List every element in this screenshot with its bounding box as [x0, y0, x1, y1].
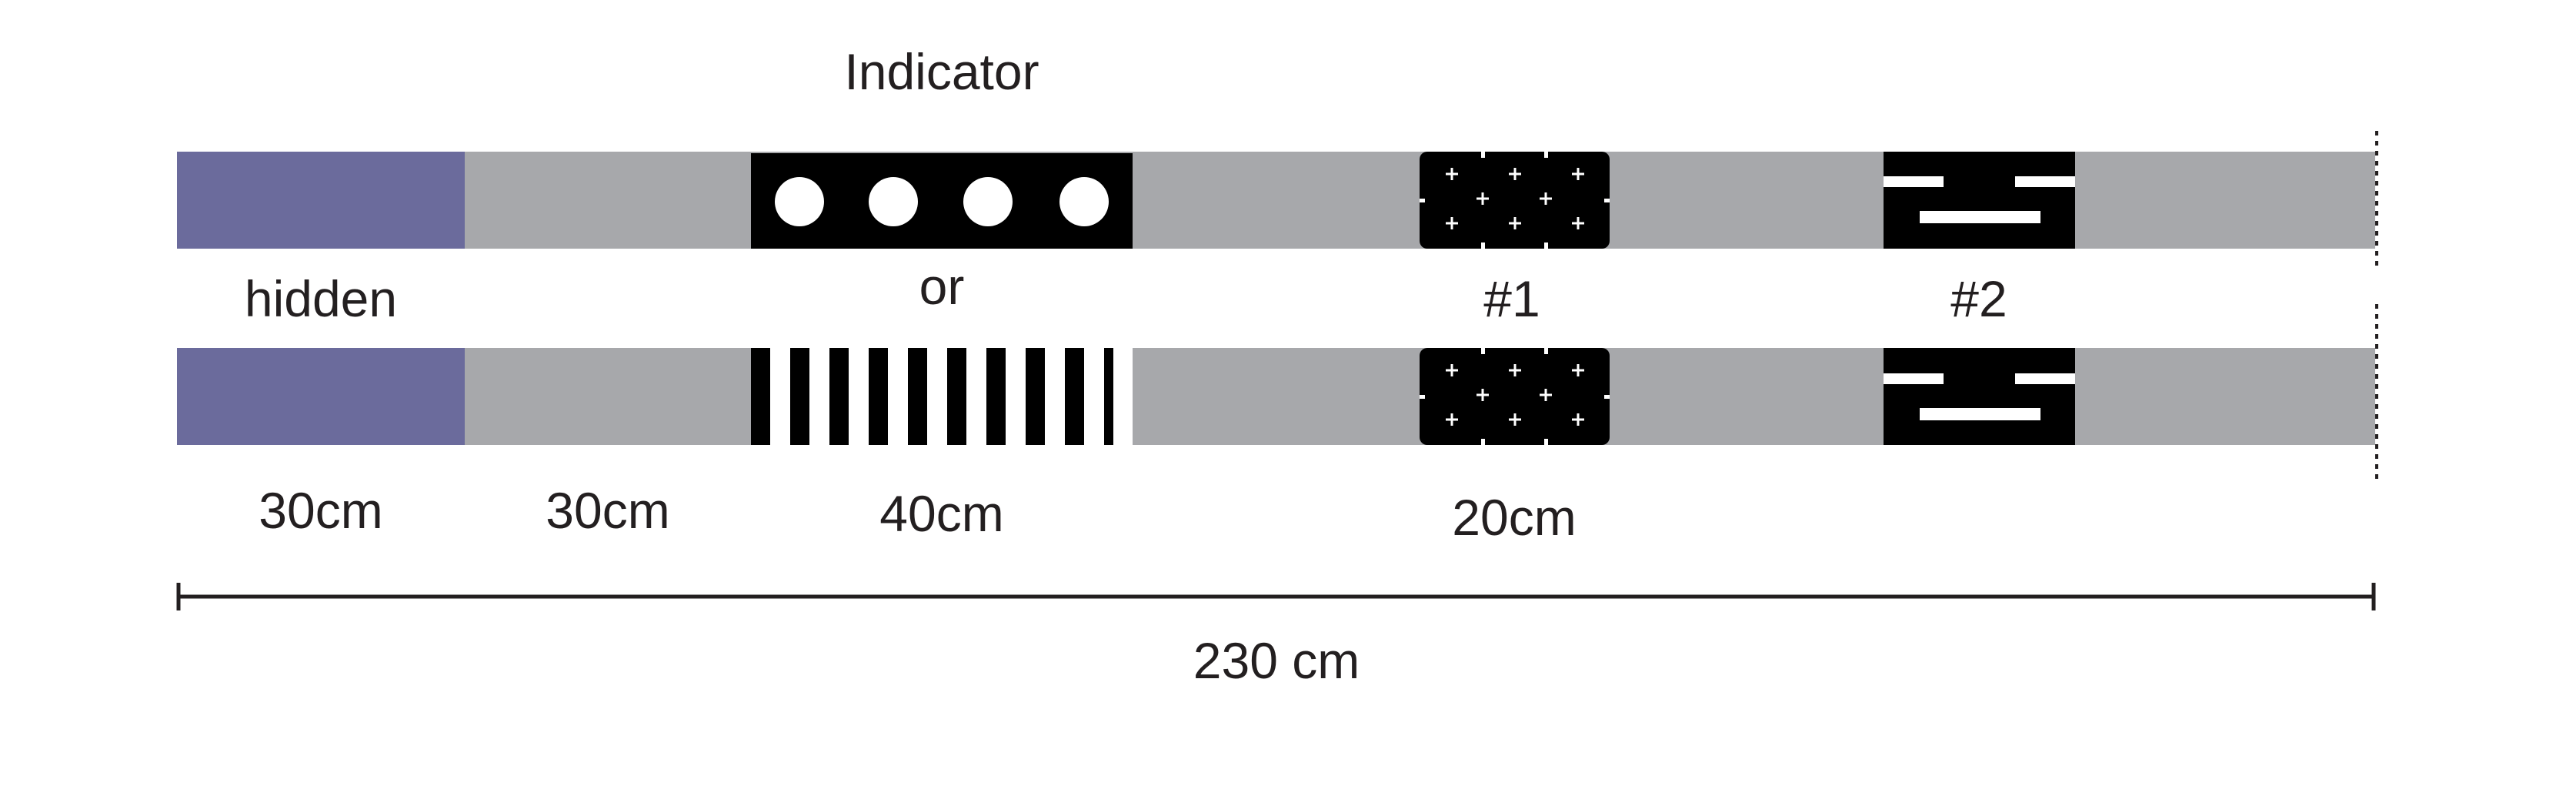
cross-icon — [1477, 389, 1489, 401]
stripe — [986, 348, 1006, 445]
stripe — [1104, 348, 1113, 445]
bar — [1920, 211, 2040, 223]
segment-length-landmark: 20cm — [1452, 489, 1576, 546]
landmark-2-pattern-bottom — [1884, 348, 2075, 445]
stripe — [947, 348, 966, 445]
stripe — [790, 348, 809, 445]
notch — [1544, 439, 1548, 445]
bar — [2015, 373, 2075, 384]
stripe — [829, 348, 849, 445]
hidden-zone-bottom — [177, 348, 465, 445]
track-top — [177, 152, 2375, 249]
segment-length-gray: 30cm — [546, 482, 669, 539]
cross-icon — [1572, 168, 1584, 180]
cross-icon — [1540, 389, 1552, 401]
notch — [1420, 395, 1425, 399]
grid-notches — [1420, 348, 1610, 445]
segment-length-hidden: 30cm — [259, 482, 382, 539]
hidden-zone-top — [177, 152, 465, 249]
landmark-1-box — [1420, 152, 1610, 249]
landmark-1-pattern-bottom — [1420, 348, 1610, 445]
notch — [1604, 199, 1610, 202]
landmark-1-box — [1420, 348, 1610, 445]
hidden-label: hidden — [245, 270, 397, 327]
bar — [2015, 176, 2075, 187]
landmark-1-label: #1 — [1483, 270, 1540, 327]
notch — [1481, 152, 1485, 158]
stripe — [751, 348, 770, 445]
cross-icon — [1572, 217, 1584, 229]
stripe — [1065, 348, 1084, 445]
indicator-stripes-pattern — [751, 348, 1133, 445]
grid-notches — [1420, 152, 1610, 249]
cross-icon-group — [1446, 364, 1584, 426]
cross-icon — [1446, 217, 1458, 229]
cross-icon — [1446, 364, 1458, 376]
notch — [1481, 242, 1485, 249]
notch — [1604, 395, 1610, 399]
stripe — [908, 348, 927, 445]
indicator-dots-pattern — [751, 153, 1133, 249]
total-length-label: 230 cm — [1193, 632, 1360, 689]
landmark-2-pattern-top — [1884, 152, 2075, 249]
landmark-2-box — [1884, 152, 2075, 249]
notch — [1544, 152, 1548, 158]
indicator-dot — [869, 177, 918, 226]
cross-icon — [1477, 192, 1489, 205]
cross-icon — [1446, 413, 1458, 426]
cross-icon — [1446, 168, 1458, 180]
indicator-title: Indicator — [844, 43, 1039, 100]
indicator-dot — [775, 177, 824, 226]
total-length-scale — [176, 583, 2376, 610]
stripe — [1026, 348, 1045, 445]
cross-icon — [1509, 364, 1521, 376]
indicator-dot — [963, 177, 1013, 226]
notch — [1420, 199, 1425, 202]
landmark-2-box — [1884, 348, 2075, 445]
cross-icon — [1572, 413, 1584, 426]
cross-icon — [1509, 168, 1521, 180]
landmark-1-pattern-top — [1420, 152, 1610, 249]
cross-icon — [1540, 192, 1552, 205]
notch — [1544, 348, 1548, 354]
stripe — [869, 348, 888, 445]
landmark-2-label: #2 — [1950, 270, 2007, 327]
cross-icon-group — [1446, 168, 1584, 229]
notch — [1481, 439, 1485, 445]
or-label: or — [919, 258, 965, 315]
bar — [1920, 408, 2040, 420]
segment-length-indicator: 40cm — [879, 485, 1003, 542]
track-bottom — [177, 348, 2375, 445]
bar — [1884, 373, 1944, 384]
cross-icon — [1572, 364, 1584, 376]
cross-icon — [1509, 217, 1521, 229]
notch — [1544, 242, 1548, 249]
notch — [1481, 348, 1485, 354]
cross-icon — [1509, 413, 1521, 426]
indicator-dot — [1059, 177, 1109, 226]
bar — [1884, 176, 1944, 187]
